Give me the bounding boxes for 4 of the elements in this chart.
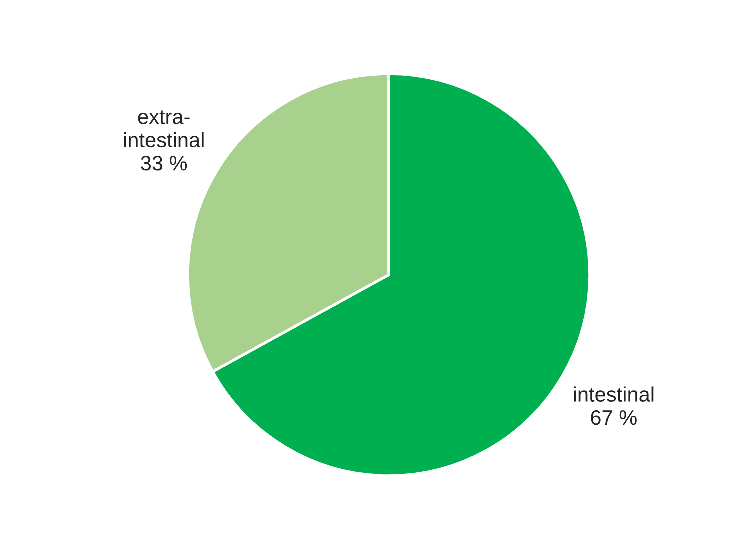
slice-label: extra- intestinal [124, 110, 204, 148]
data-label: 33 % [141, 156, 188, 171]
data-label: 67 % [591, 410, 637, 426]
slice-label: intestinal [574, 386, 654, 402]
